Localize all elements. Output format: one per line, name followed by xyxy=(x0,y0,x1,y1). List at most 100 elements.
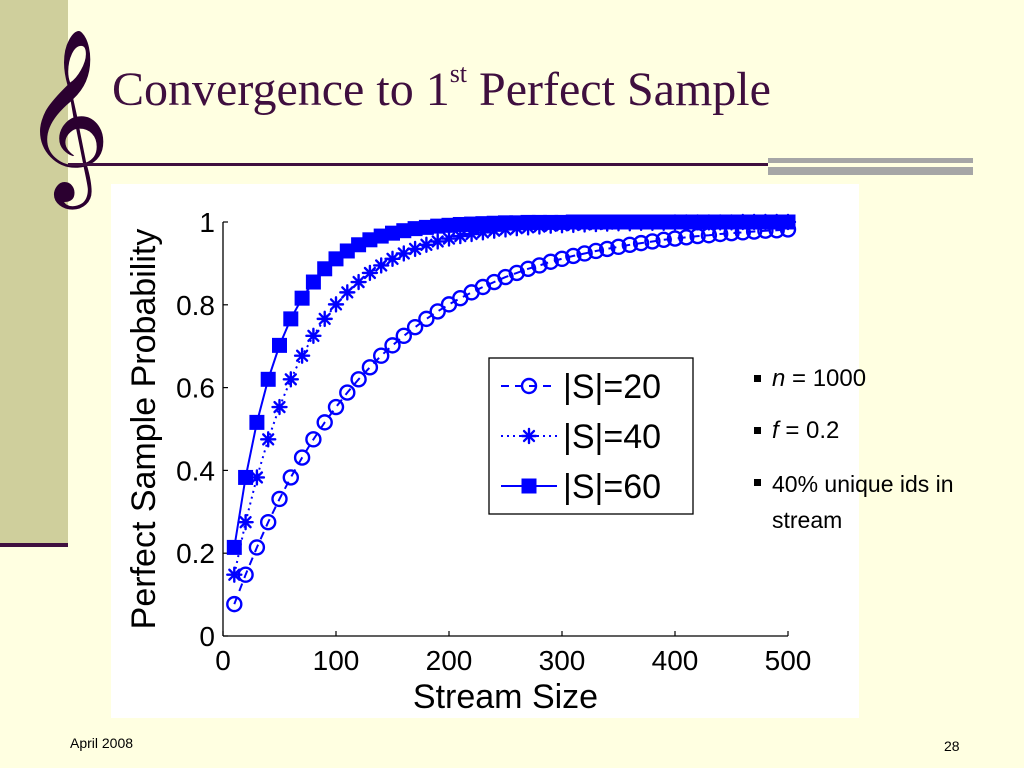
data-point xyxy=(531,257,548,274)
asterisk-stroke xyxy=(397,247,410,260)
asterisk-stroke xyxy=(454,229,467,243)
asterisk-stroke xyxy=(262,433,275,446)
bullet-text: 40% unique ids in stream xyxy=(772,471,954,533)
bullet-variable: n xyxy=(772,365,786,392)
y-tick-label: 0.2 xyxy=(176,538,215,569)
data-point xyxy=(350,371,367,388)
data-point xyxy=(418,310,435,328)
series-markers-3 xyxy=(226,214,796,555)
asterisk-stroke xyxy=(295,349,309,362)
data-point xyxy=(294,290,310,306)
data-point xyxy=(226,539,242,555)
asterisk-stroke xyxy=(250,471,264,484)
data-point xyxy=(272,337,287,353)
data-point xyxy=(621,236,638,253)
asterisk-stroke xyxy=(284,373,297,386)
asterisk-stroke xyxy=(375,259,388,272)
data-point xyxy=(373,347,390,364)
data-point xyxy=(305,327,322,345)
data-point xyxy=(587,242,605,260)
bullet-square-icon xyxy=(754,479,761,486)
asterisk-stroke xyxy=(522,429,536,443)
x-tick-label: 200 xyxy=(426,645,473,676)
data-point xyxy=(305,274,321,290)
data-point xyxy=(316,414,333,431)
data-point xyxy=(260,371,276,387)
axes-layer: 0 100 200 300 400 500 0 0.2 0.4 0.6 0.8 1 Stream Siz… xyxy=(125,207,811,716)
data-point xyxy=(395,327,412,345)
data-point xyxy=(406,318,424,336)
data-point xyxy=(418,236,435,253)
data-point xyxy=(429,303,446,320)
data-point xyxy=(780,214,796,230)
data-point xyxy=(259,431,277,448)
chart-panel: 0 100 200 300 400 500 0 0.2 0.4 0.6 0.8 1 Stream Siz… xyxy=(111,184,859,718)
data-point xyxy=(644,233,661,250)
y-tick-label: 0 xyxy=(199,621,215,652)
sidebar-bar xyxy=(0,0,68,546)
data-point xyxy=(373,257,390,274)
title-superscript: st xyxy=(449,59,468,88)
data-point xyxy=(406,240,424,258)
data-point xyxy=(305,431,322,448)
data-point xyxy=(328,251,344,267)
legend-label: |S|=40 xyxy=(563,418,661,456)
data-point xyxy=(226,566,243,583)
x-tick-label: 300 xyxy=(539,645,586,676)
data-point xyxy=(248,539,266,556)
bullet-text: = 1000 xyxy=(785,365,867,392)
data-point xyxy=(519,260,537,277)
asterisk-stroke xyxy=(228,568,241,581)
data-point xyxy=(350,273,367,291)
asterisk-stroke xyxy=(239,516,252,529)
asterisk-stroke xyxy=(318,312,331,326)
y-tick-label: 0.4 xyxy=(176,455,215,486)
title-rule-accent-bottom xyxy=(768,167,973,175)
y-tick-label: 0.8 xyxy=(176,290,215,321)
legend-label: |S|=60 xyxy=(563,468,661,506)
treble-clef-icon: 𝄞 xyxy=(22,28,111,202)
data-point xyxy=(429,233,446,250)
bullet-item: 40% unique ids in stream xyxy=(748,466,998,538)
asterisk-stroke xyxy=(408,242,422,256)
slide-title: Convergence to 1st Perfect Sample xyxy=(112,59,771,117)
data-point xyxy=(339,284,356,301)
y-tick-label: 1 xyxy=(199,207,215,238)
asterisk-stroke xyxy=(273,400,286,414)
bullet-square-icon xyxy=(754,427,761,434)
data-point xyxy=(655,231,672,249)
data-point xyxy=(361,359,379,376)
bullet-list: n = 1000 f = 0.2 40% unique ids in strea… xyxy=(748,362,998,556)
convergence-chart: 0 100 200 300 400 500 0 0.2 0.4 0.6 0.8 1 Stream Siz… xyxy=(125,207,811,716)
data-point xyxy=(599,240,616,258)
page-number: 28 xyxy=(944,738,960,754)
sidebar-divider xyxy=(0,543,68,547)
series-markers-1 xyxy=(226,221,797,613)
data-point xyxy=(317,261,333,277)
data-point xyxy=(327,398,345,416)
x-axis-label: Stream Size xyxy=(413,678,598,716)
title-rule-accent-top xyxy=(768,158,973,163)
asterisk-stroke xyxy=(341,286,354,299)
legend-marker xyxy=(520,377,538,395)
asterisk-stroke xyxy=(352,275,365,289)
bullet-variable: f xyxy=(772,417,779,444)
data-point xyxy=(339,384,356,401)
data-point xyxy=(238,469,254,485)
series-line-1 xyxy=(233,228,789,605)
data-point xyxy=(384,337,401,354)
x-tick-label: 0 xyxy=(215,645,231,676)
data-point xyxy=(395,245,412,262)
legend-label: |S|=20 xyxy=(563,368,661,406)
data-point xyxy=(282,371,300,388)
data-point xyxy=(610,238,627,256)
asterisk-stroke xyxy=(442,232,456,245)
data-point xyxy=(293,347,311,364)
data-point xyxy=(271,398,288,416)
data-point xyxy=(666,230,684,247)
data-point xyxy=(282,469,300,486)
bullet-text: = 0.2 xyxy=(778,417,840,444)
series-layer xyxy=(226,213,797,613)
chart-legend: |S|=20 |S|=40 |S|=60 xyxy=(488,357,694,515)
data-point xyxy=(553,250,571,268)
